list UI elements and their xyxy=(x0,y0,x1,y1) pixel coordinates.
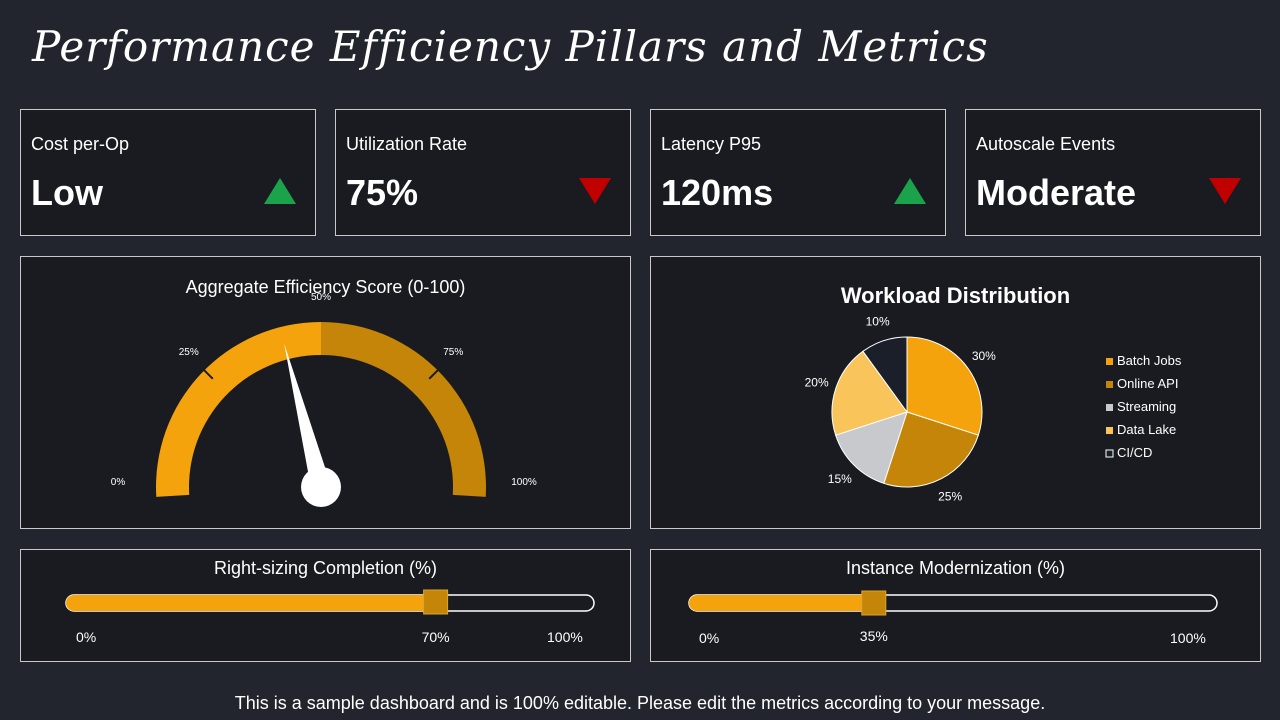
progress-value-label: 35% xyxy=(859,628,888,644)
legend-entry: CI/CD xyxy=(1117,445,1152,460)
progress-min-label: 0% xyxy=(76,629,97,645)
legend-swatch xyxy=(1106,358,1113,365)
kpi-card-cost: Cost per-Op Low xyxy=(20,109,316,236)
gauge-needle xyxy=(284,343,331,490)
gauge-tick-label-50: 50% xyxy=(311,292,331,303)
kpi-card-utilization: Utilization Rate 75% xyxy=(335,109,631,236)
gauge-panel: Aggregate Efficiency Score (0-100) 0% 25… xyxy=(20,256,631,529)
kpi-card-autoscale: Autoscale Events Moderate xyxy=(965,109,1261,236)
progress-thumb xyxy=(423,589,449,615)
trend-up-icon xyxy=(264,178,296,204)
pie-panel: Workload Distribution 30% 25% 15% 20% 10% Ba… xyxy=(650,256,1261,529)
kpi-label: Autoscale Events xyxy=(976,134,1116,154)
pie-data-label: 30% xyxy=(972,349,996,363)
trend-down-icon xyxy=(579,178,611,204)
legend-swatch xyxy=(1106,381,1113,388)
progress-fill xyxy=(66,595,436,611)
kpi-value: Moderate xyxy=(976,172,1137,213)
modernization-bar xyxy=(688,590,1218,616)
pie-slice-batch-jobs xyxy=(906,336,983,436)
legend-swatch xyxy=(1105,449,1114,458)
pie-slice-ci-cd xyxy=(862,336,908,414)
legend-entry: Online API xyxy=(1117,376,1178,391)
rightsizing-bar xyxy=(65,589,595,615)
progress-max-label: 100% xyxy=(547,629,583,645)
kpi-label: Latency P95 xyxy=(661,134,762,154)
pie-chart: 30% 25% 15% 20% 10% Batch Jobs Online API Stre… xyxy=(805,315,1182,504)
gauge-tick-label-100: 100% xyxy=(511,477,537,488)
pie-slice-data-lake xyxy=(831,350,908,436)
rightsizing-title: Right-sizing Completion (%) xyxy=(213,558,438,578)
rightsizing-panel: Right-sizing Completion (%) 0% 70% 100% xyxy=(20,549,631,662)
progress-thumb xyxy=(861,590,887,616)
kpi-card-latency: Latency P95 120ms xyxy=(650,109,946,236)
progress-min-label: 0% xyxy=(699,630,720,646)
trend-up-icon xyxy=(894,178,926,204)
gauge-tick-25 xyxy=(202,368,214,380)
legend-entry: Batch Jobs xyxy=(1117,353,1182,368)
modernization-title: Instance Modernization (%) xyxy=(845,558,1066,578)
kpi-value: Low xyxy=(31,172,103,213)
pie-data-label: 15% xyxy=(828,472,852,486)
gauge-chart: 0% 25% 50% 75% 100% xyxy=(111,292,537,507)
gauge-arc-low xyxy=(155,322,321,497)
progress-fill xyxy=(689,595,874,611)
gauge-arc-high xyxy=(321,322,487,497)
legend-entry: Streaming xyxy=(1117,399,1176,414)
pie-data-label: 20% xyxy=(805,376,829,390)
kpi-value: 120ms xyxy=(661,172,774,213)
trend-down-icon xyxy=(1209,178,1241,204)
pie-title: Workload Distribution xyxy=(840,283,1071,308)
page-title: Performance Efficiency Pillars and Metri… xyxy=(32,22,989,71)
gauge-tick-label-0: 0% xyxy=(111,477,126,488)
footer-note: This is a sample dashboard and is 100% e… xyxy=(234,693,1046,713)
gauge-tick-label-25: 25% xyxy=(179,347,199,358)
gauge-tick-75 xyxy=(428,368,440,380)
gauge-tick-label-75: 75% xyxy=(443,347,463,358)
pie-slice-online-api xyxy=(883,411,979,488)
kpi-label: Utilization Rate xyxy=(346,134,468,154)
pie-data-label: 10% xyxy=(866,315,890,329)
legend-swatch xyxy=(1106,427,1113,434)
gauge-hub xyxy=(301,467,341,507)
pie-data-label: 25% xyxy=(938,490,962,504)
kpi-label: Cost per-Op xyxy=(31,134,130,154)
legend-swatch xyxy=(1106,404,1113,411)
kpi-value: 75% xyxy=(346,172,419,213)
gauge-title: Aggregate Efficiency Score (0-100) xyxy=(185,277,466,297)
progress-max-label: 100% xyxy=(1170,630,1206,646)
progress-value-label: 70% xyxy=(421,629,450,645)
modernization-panel: Instance Modernization (%) 0% 35% 100% xyxy=(650,549,1261,662)
legend-entry: Data Lake xyxy=(1117,422,1176,437)
